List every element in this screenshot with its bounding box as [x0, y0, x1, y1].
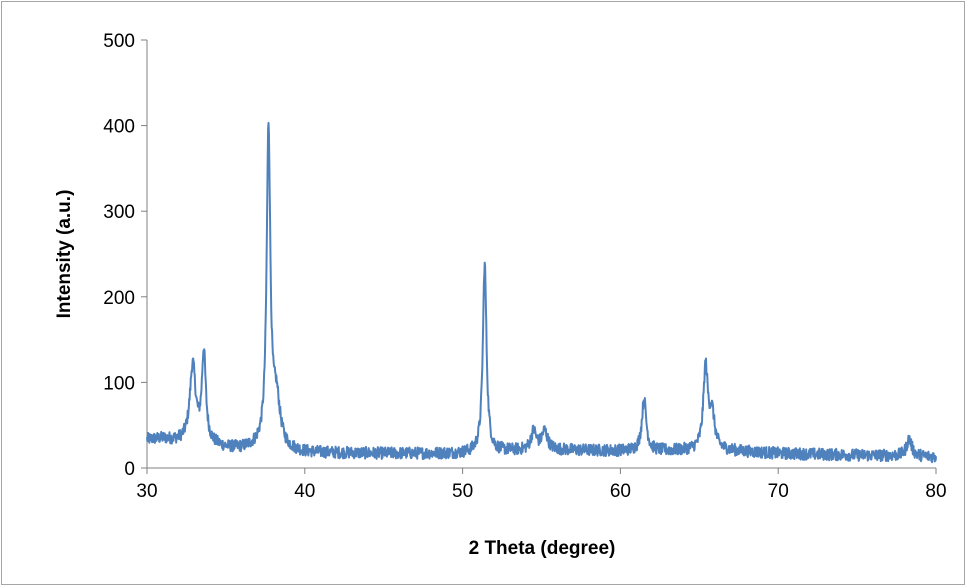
y-tick-label: 100: [103, 373, 135, 394]
x-tick-label: 70: [768, 481, 789, 502]
x-tick-label: 30: [136, 481, 157, 502]
x-tick-label: 60: [610, 481, 631, 502]
x-tick-label: 40: [294, 481, 315, 502]
x-axis-title: 2 Theta (degree): [469, 538, 616, 559]
y-tick-label: 0: [124, 459, 135, 480]
y-tick-label: 400: [103, 117, 135, 138]
x-axis-ticks: 30 40 50 60 70 80: [136, 468, 947, 502]
y-tick-label: 300: [103, 202, 135, 223]
x-tick-label: 80: [925, 481, 946, 502]
y-axis-title: Intensity (a.u.): [54, 190, 75, 319]
y-axis-ticks: 0 100 200 300 400 500: [103, 31, 147, 480]
y-tick-label: 200: [103, 288, 135, 309]
x-tick-label: 50: [452, 481, 473, 502]
y-tick-label: 500: [103, 31, 135, 52]
intensity-series-line: [146, 121, 937, 464]
